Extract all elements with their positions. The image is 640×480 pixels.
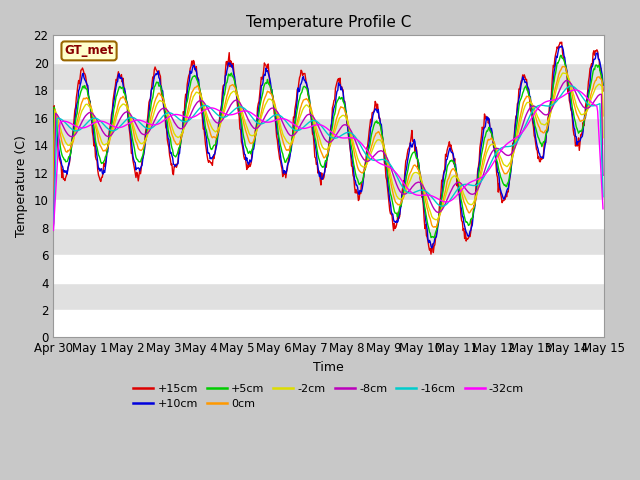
Legend: +15cm, +10cm, +5cm, 0cm, -2cm, -8cm, -16cm, -32cm: +15cm, +10cm, +5cm, 0cm, -2cm, -8cm, -16… [129,379,529,414]
Bar [53,36,604,63]
Bar [53,63,604,90]
Bar [53,118,604,145]
Bar [53,200,604,228]
Title: Temperature Profile C: Temperature Profile C [246,15,411,30]
Bar [53,283,604,310]
Bar [53,310,604,337]
Bar [53,90,604,118]
Bar [53,145,604,173]
Bar [53,173,604,200]
X-axis label: Time: Time [313,361,344,374]
Bar [53,228,604,255]
Bar [53,255,604,283]
Y-axis label: Temperature (C): Temperature (C) [15,135,28,237]
Text: GT_met: GT_met [65,44,114,58]
